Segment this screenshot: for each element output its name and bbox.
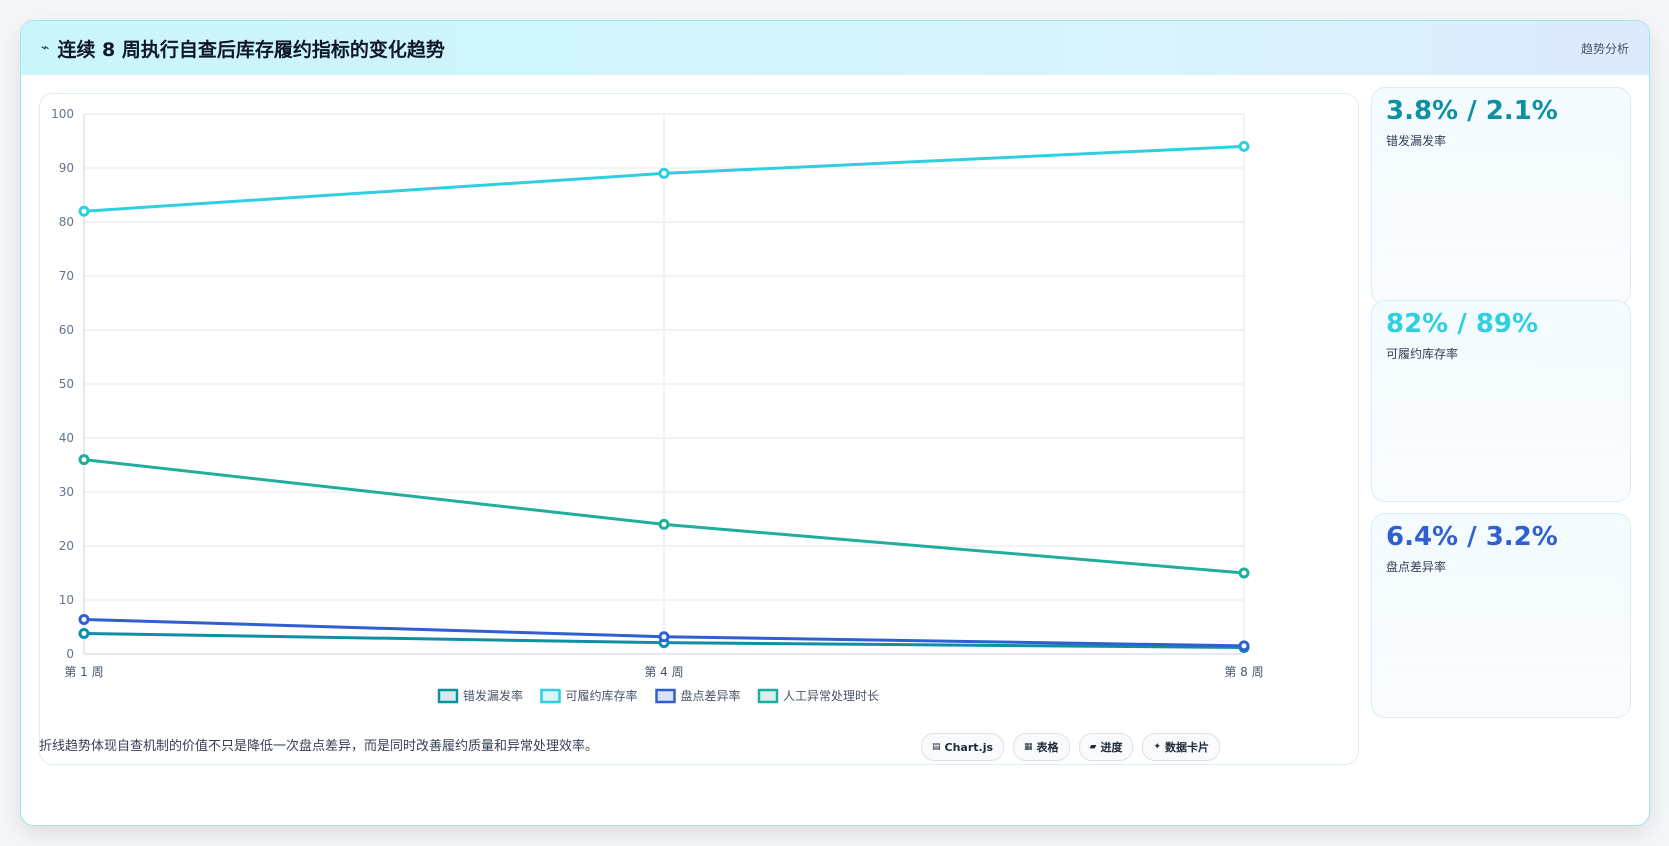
legend-label: 盘点差异率	[681, 688, 741, 703]
y-tick-label: 60	[59, 323, 74, 337]
line-chart: 0 10 20 30 40 50 60 70 80 90 100 第 1 周 第 4 周 第 8 周错发漏…	[51, 107, 1264, 704]
y-tick-label: 80	[59, 215, 74, 229]
y-tick-label: 0	[66, 647, 74, 661]
y-tick-label: 50	[59, 377, 74, 391]
chip-chartjs[interactable]: ▤ Chart.js	[921, 733, 1005, 761]
card-header: ⌁ 连续 8 周执行自查后库存履约指标的变化趋势 趋势分析	[21, 21, 1649, 75]
chip-label: 进度	[1100, 741, 1123, 754]
chart-icon: ▤	[932, 742, 941, 752]
sparkle-icon: ✦	[1153, 742, 1162, 752]
data-point	[1238, 567, 1250, 579]
y-tick-label: 100	[51, 107, 74, 121]
data-point	[78, 454, 90, 466]
stat-card-3: 6.4% / 3.2% 盘点差异率	[1371, 513, 1631, 718]
legend-swatch	[655, 688, 676, 704]
legend-label: 人工异常处理时长	[783, 689, 879, 703]
y-tick-label: 40	[59, 431, 74, 445]
data-point	[1238, 140, 1250, 152]
legend-swatch	[437, 688, 459, 704]
x-tick-label: 第 4 周	[644, 665, 683, 679]
trend-card: ⌁ 连续 8 周执行自查后库存履约指标的变化趋势 趋势分析 0 10 20 30 40 5…	[20, 20, 1650, 826]
stat-card-2: 82% / 89% 可履约库存率	[1371, 300, 1631, 502]
stat-card-1: 3.8% / 2.1% 错发漏发率	[1371, 87, 1631, 305]
trend-line-icon: ⌁	[41, 40, 50, 56]
chip-table[interactable]: ▦ 表格	[1013, 733, 1070, 761]
stat-label: 错发漏发率	[1386, 134, 1447, 148]
stat-value: 6.4% / 3.2%	[1386, 522, 1558, 552]
data-point	[78, 205, 90, 217]
y-tick-label: 90	[59, 161, 74, 175]
chip-label: 数据卡片	[1165, 741, 1210, 754]
chip-label: 表格	[1036, 741, 1059, 754]
chip-label: Chart.js	[944, 740, 994, 754]
y-tick-label: 20	[59, 539, 74, 553]
y-tick-label: 10	[59, 593, 74, 607]
card-title: 连续 8 周执行自查后库存履约指标的变化趋势	[57, 38, 445, 61]
progress-icon: ▰	[1089, 742, 1097, 752]
legend-label: 错发漏发率	[463, 688, 523, 703]
chart-panel: 0 10 20 30 40 50 60 70 80 90 100 第 1 周 第 4 周 第 8 周错发漏…	[39, 93, 1359, 765]
stat-value: 3.8% / 2.1%	[1386, 96, 1558, 126]
y-tick-label: 30	[59, 485, 74, 499]
chip-data-card[interactable]: ✦ 数据卡片	[1142, 733, 1221, 761]
stat-label: 盘点差异率	[1386, 560, 1447, 574]
trend-analysis-tag: 趋势分析	[1580, 41, 1629, 56]
data-point	[658, 631, 670, 643]
stat-label: 可履约库存率	[1386, 347, 1459, 361]
data-point	[78, 613, 90, 625]
legend-label: 可履约库存率	[566, 688, 638, 703]
data-point	[78, 627, 90, 639]
legend-swatch	[757, 688, 779, 704]
data-point	[658, 518, 670, 530]
data-point	[658, 167, 670, 179]
footer-note: 折线趋势体现自查机制的价值不只是降低一次盘点差异，而是同时改善履约质量和异常处理…	[39, 739, 599, 754]
table-icon: ▦	[1024, 742, 1033, 752]
stat-value: 82% / 89%	[1386, 309, 1539, 339]
y-tick-label: 70	[59, 269, 74, 283]
chip-progress[interactable]: ▰ 进度	[1078, 733, 1134, 761]
data-point	[1238, 640, 1250, 652]
tech-chips: ▤ Chart.js ▦ 表格 ▰ 进度 ✦ 数据卡片	[921, 733, 1221, 761]
x-tick-label: 第 8 周	[1224, 665, 1263, 679]
x-tick-label: 第 1 周	[64, 665, 103, 679]
legend-swatch	[540, 688, 561, 704]
